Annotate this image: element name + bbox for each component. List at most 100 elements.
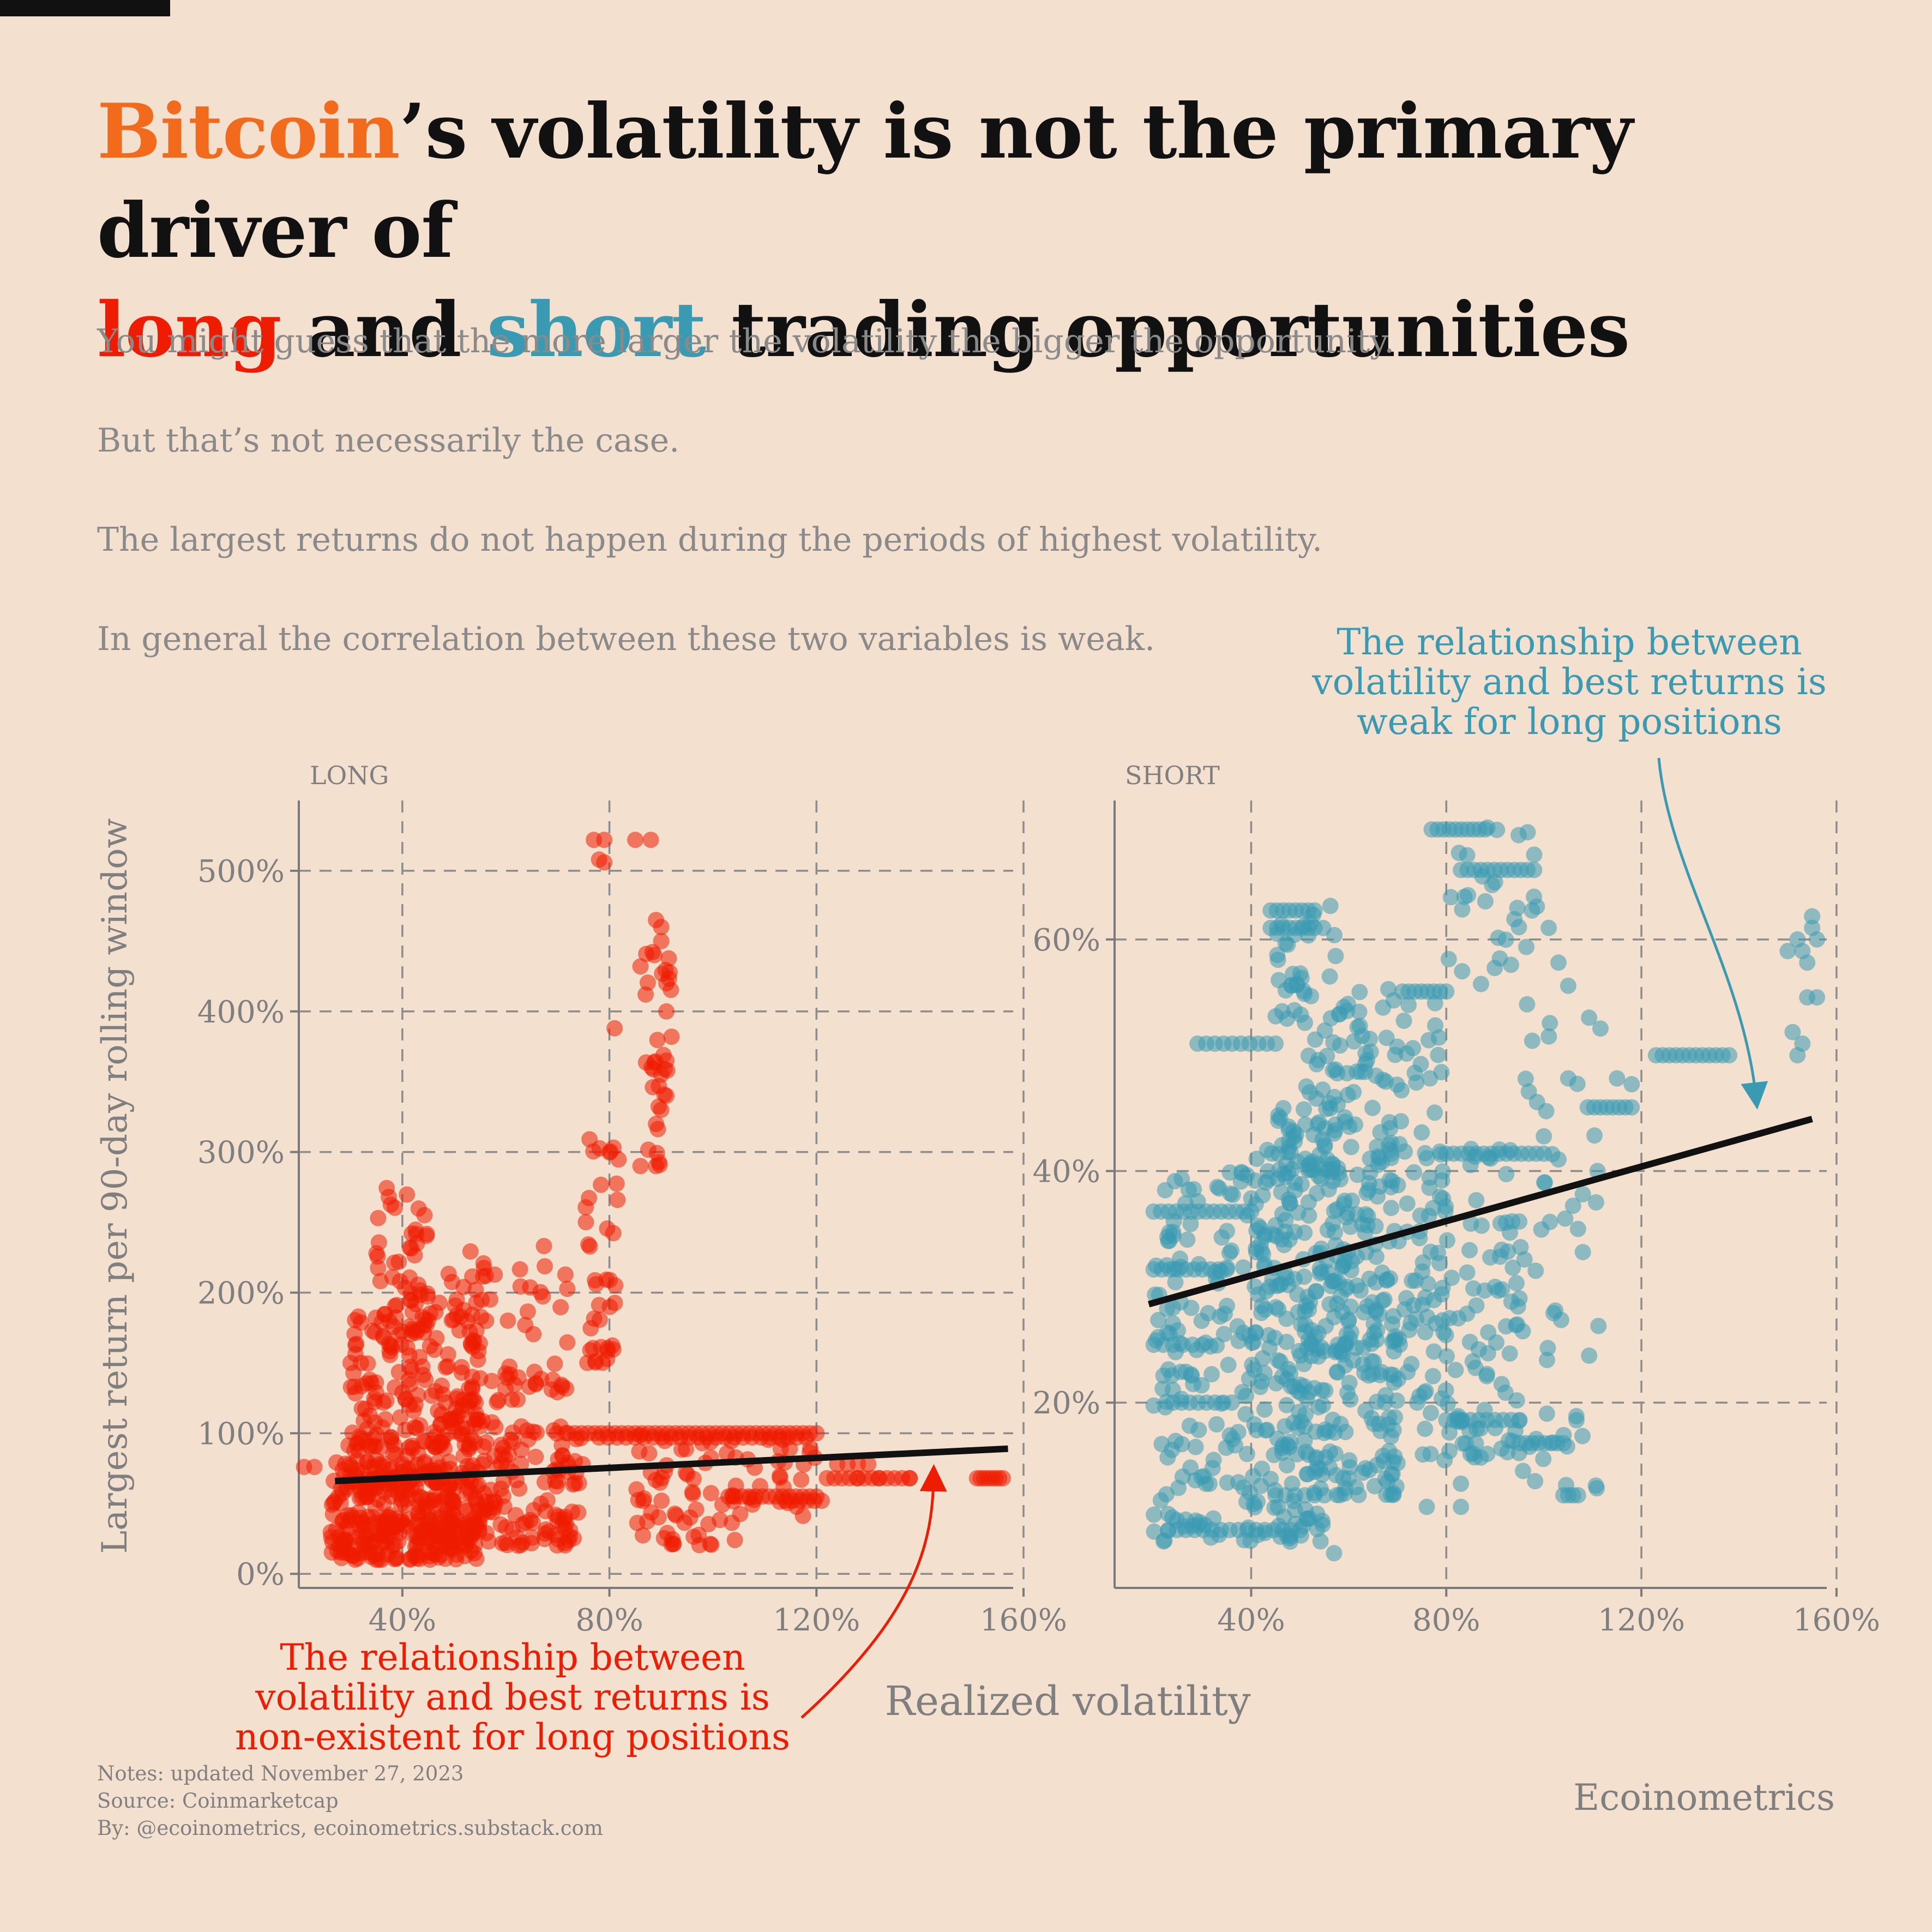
short-data-point xyxy=(1285,1415,1302,1431)
long-data-point xyxy=(648,1158,664,1175)
long-data-point xyxy=(476,1453,493,1470)
short-data-point xyxy=(1291,1521,1308,1538)
long-data-point xyxy=(658,1052,675,1069)
short-data-point xyxy=(1301,1084,1318,1101)
long-data-point xyxy=(468,1294,485,1311)
short-data-point xyxy=(1386,1448,1403,1465)
short-y-tick-label-0: 20% xyxy=(1033,1386,1100,1421)
long-data-point xyxy=(408,1226,425,1243)
short-data-point xyxy=(1400,996,1417,1013)
long-data-point xyxy=(641,1445,658,1462)
short-data-point xyxy=(1315,1397,1331,1414)
short-data-point xyxy=(1234,1383,1251,1400)
long-data-point xyxy=(426,1341,443,1358)
short-data-point xyxy=(1301,1207,1317,1224)
short-data-point xyxy=(1146,1506,1163,1523)
long-data-point xyxy=(582,1342,599,1359)
short-data-point xyxy=(1504,1259,1521,1276)
short-data-point xyxy=(1427,1017,1443,1034)
long-data-point xyxy=(444,1506,461,1522)
short-data-point xyxy=(1498,1166,1515,1183)
short-data-point xyxy=(1173,1170,1190,1187)
long-data-point xyxy=(410,1200,427,1217)
long-data-point xyxy=(596,854,613,871)
short-data-point xyxy=(1424,1368,1441,1385)
short-data-point xyxy=(1384,1316,1401,1333)
footer-source: Source: Coinmarketcap xyxy=(97,1789,339,1813)
short-data-point xyxy=(1293,1316,1309,1333)
short-x-tick-label-0: 40% xyxy=(1217,1603,1285,1638)
short-data-point xyxy=(1437,1382,1454,1399)
short-data-point xyxy=(1296,1356,1313,1373)
data-points xyxy=(296,819,1826,1568)
short-data-point xyxy=(1256,1365,1273,1381)
short-data-point xyxy=(1434,1312,1451,1329)
long-data-point xyxy=(474,1412,491,1429)
subtitle: You might guess that the more larger the… xyxy=(97,292,1569,689)
long-data-point xyxy=(335,1536,352,1552)
short-data-point xyxy=(1461,1242,1478,1259)
short-data-point xyxy=(1442,889,1459,906)
footer-notes: Notes: updated November 27, 2023 Source:… xyxy=(97,1760,603,1842)
long-data-point xyxy=(690,1526,707,1543)
long-data-point xyxy=(376,1533,393,1550)
long-y-tick-label-3: 300% xyxy=(197,1135,285,1171)
short-data-point xyxy=(1283,977,1300,994)
long-data-point xyxy=(334,1485,351,1502)
short-data-point xyxy=(1364,1294,1381,1311)
short-data-point xyxy=(1398,1045,1415,1062)
short-data-point xyxy=(1439,1395,1456,1412)
long-data-point xyxy=(570,1504,587,1521)
short-data-point xyxy=(1365,1416,1382,1433)
short-data-point xyxy=(1296,1101,1312,1118)
short-data-point xyxy=(1223,1394,1240,1411)
short-data-point xyxy=(1350,1486,1367,1503)
long-data-point xyxy=(471,1523,487,1540)
short-data-point xyxy=(1377,1387,1394,1404)
short-data-point xyxy=(1440,950,1457,967)
short-data-point xyxy=(1587,1477,1604,1494)
long-trend-line xyxy=(335,1445,1008,1485)
y-axis-title: Largest return per 90-day rolling window xyxy=(95,818,135,1554)
long-data-point xyxy=(648,1116,664,1133)
long-data-point xyxy=(404,1437,420,1454)
long-data-point xyxy=(544,1371,561,1388)
short-data-point xyxy=(1378,1030,1395,1046)
short-data-point xyxy=(1193,1377,1210,1394)
long-data-point xyxy=(432,1546,449,1563)
short-data-point xyxy=(1560,977,1576,994)
short-data-point xyxy=(1526,846,1543,863)
short-data-point xyxy=(1331,1006,1347,1023)
short-data-point xyxy=(1317,1382,1334,1399)
long-data-point xyxy=(462,1243,479,1260)
short-data-point xyxy=(1325,1062,1341,1079)
short-data-point xyxy=(1218,1261,1235,1278)
short-data-point xyxy=(1272,1353,1289,1370)
short-data-point xyxy=(1359,1217,1376,1234)
short-data-point xyxy=(1343,1139,1359,1155)
long-data-point xyxy=(482,1291,498,1308)
long-data-point xyxy=(401,1239,418,1256)
long-data-point xyxy=(632,958,649,975)
long-data-point xyxy=(549,1384,566,1401)
short-data-point xyxy=(1389,1076,1405,1093)
short-data-point xyxy=(1221,1164,1238,1181)
long-data-point xyxy=(657,961,674,978)
long-data-point xyxy=(448,1551,465,1568)
short-data-point xyxy=(1385,1422,1402,1439)
long-data-point xyxy=(901,1470,918,1486)
short-data-point xyxy=(1357,1460,1374,1477)
long-data-point xyxy=(444,1491,461,1508)
short-data-point xyxy=(1443,1269,1460,1286)
short-data-point xyxy=(1453,1475,1470,1492)
short-data-point xyxy=(1208,1416,1225,1433)
short-data-point xyxy=(1413,1124,1430,1141)
long-data-point xyxy=(677,1464,694,1481)
long-data-point xyxy=(322,1524,339,1540)
short-data-point xyxy=(1145,1397,1162,1414)
title-text-2: and xyxy=(281,285,487,374)
title-text-1: ’s volatility is not the primary driver … xyxy=(97,87,1633,275)
short-data-point xyxy=(1343,1298,1359,1315)
short-data-point xyxy=(1371,1178,1388,1195)
long-data-point xyxy=(557,1266,574,1283)
